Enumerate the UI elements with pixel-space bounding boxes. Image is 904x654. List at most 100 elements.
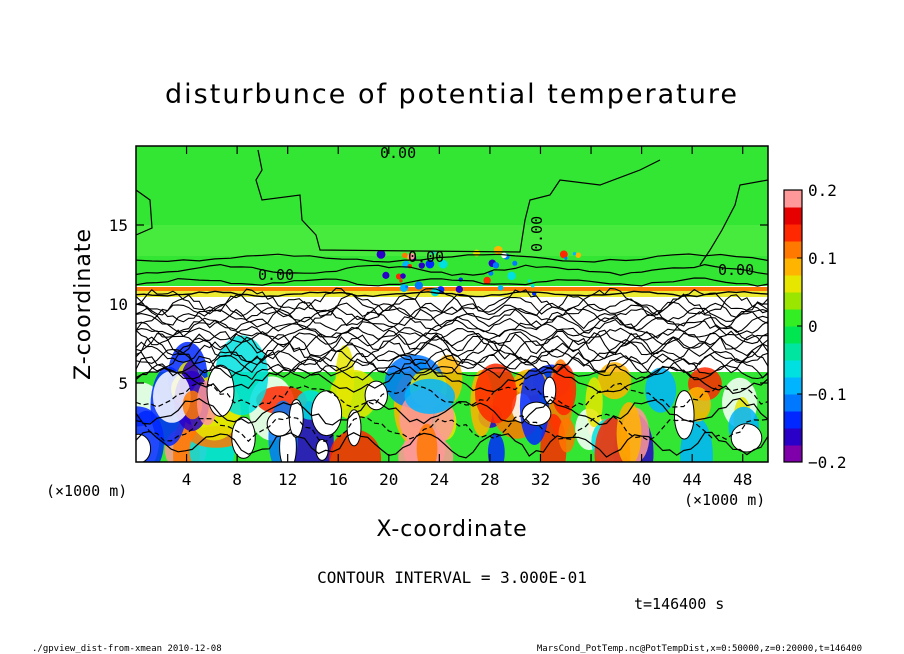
time-label: t=146400 s — [634, 595, 724, 613]
convective-cell — [558, 417, 576, 453]
turbulence-speck — [575, 252, 582, 258]
turbulence-speck — [400, 273, 406, 279]
x-tick-label: 48 — [733, 470, 752, 489]
cell-core — [730, 423, 763, 453]
turbulence-speck — [493, 245, 503, 255]
footer-left: ./gpview_dist-from-xmean 2010-12-08 — [32, 644, 222, 654]
colorbar-swatch — [784, 224, 802, 242]
contour-line — [136, 189, 153, 236]
contour-line — [699, 179, 768, 266]
colorbar-swatch — [784, 445, 802, 463]
colorbar-swatch — [784, 326, 802, 344]
convective-cell — [474, 363, 517, 424]
contour-label: 0.00 — [408, 248, 444, 266]
colorbar-swatch — [784, 275, 802, 293]
x-tick-label: 20 — [379, 470, 398, 489]
contour-line — [136, 365, 768, 395]
x-tick-label: 4 — [182, 470, 192, 489]
cell-core — [346, 409, 362, 447]
turbulence-speck — [455, 285, 463, 293]
y-axis: 5 10 15 — [109, 216, 768, 393]
tropopause-layer — [136, 256, 768, 286]
cell-core — [231, 416, 256, 459]
turbulence-speck — [399, 279, 403, 283]
contour-line — [136, 263, 768, 276]
warm-line — [136, 287, 768, 291]
turbulence-speck — [418, 262, 425, 269]
plot-field — [136, 146, 768, 462]
x-tick-label: 24 — [430, 470, 449, 489]
colorbar-swatch — [784, 241, 802, 259]
contour-line — [136, 430, 768, 459]
contour-line — [136, 332, 768, 355]
turbulence-speck — [376, 249, 386, 259]
colorbar-swatch — [784, 411, 802, 429]
convective-cell — [487, 433, 505, 462]
contour-line — [136, 397, 768, 426]
convective-cell — [329, 369, 379, 420]
colorbar-swatch — [784, 292, 802, 310]
convective-cell — [551, 363, 577, 416]
turbulence-speck — [405, 285, 409, 289]
colorbar-swatch — [784, 207, 802, 225]
chart-title: disturbunce of potential temperature — [165, 79, 739, 110]
turbulence-speck — [382, 271, 390, 279]
convective-cell — [585, 377, 603, 428]
colorbar-tick-label: −0.1 — [808, 385, 847, 404]
colorbar-swatch — [784, 309, 802, 327]
x-unit-left: (×1000 m) — [46, 482, 127, 500]
turbulence-speck — [483, 276, 491, 285]
convective-cell — [597, 362, 632, 400]
x-unit-right: (×1000 m) — [684, 491, 765, 509]
colorbar-swatch — [784, 190, 802, 208]
contour-line — [136, 381, 768, 409]
contour-line — [136, 293, 768, 317]
turbulence-speck — [530, 284, 535, 288]
cell-core — [266, 411, 292, 437]
turbulence-speck — [507, 271, 516, 281]
colorbar-swatch — [784, 258, 802, 276]
turbulence-speck — [414, 281, 423, 290]
contour-line — [136, 340, 768, 365]
colorbar: 0.2 0.1 0 −0.1 −0.2 — [783, 181, 847, 472]
turbulence-speck — [458, 277, 463, 282]
contour-line — [136, 335, 768, 360]
contour-line — [136, 350, 768, 374]
x-tick-label: 16 — [329, 470, 348, 489]
turbulence-speck — [564, 256, 568, 260]
contour-line — [136, 301, 768, 318]
footer-right: MarsCond_PotTemp.nc@PotTempDist,x=0:5000… — [537, 644, 862, 654]
turbulence-speck — [402, 252, 408, 258]
convective-cell — [152, 370, 191, 423]
cell-core — [136, 433, 152, 462]
colorbar-tick-label: −0.2 — [808, 453, 847, 472]
turbulence-speck — [527, 279, 532, 283]
colorbar-tick-label: 0.2 — [808, 181, 837, 200]
turbulence-speck — [572, 252, 577, 256]
y-tick-label: 5 — [118, 374, 128, 393]
cell-core — [315, 438, 329, 461]
colorbar-swatch — [784, 360, 802, 378]
convective-cell — [416, 423, 438, 462]
colorbar-tick-label: 0.1 — [808, 249, 837, 268]
contour-interval: CONTOUR INTERVAL = 3.000E-01 — [317, 568, 587, 587]
turbulence-speck — [497, 285, 504, 291]
x-axis: 4 8 12 16 20 24 28 32 36 40 44 48 — [182, 146, 752, 489]
turbulence-speck — [559, 250, 568, 259]
x-tick-label: 40 — [632, 470, 651, 489]
x-tick-label: 32 — [531, 470, 550, 489]
x-axis-label: X-coordinate — [376, 517, 527, 542]
contour-label: 0.00 — [258, 266, 294, 284]
colorbar-swatch — [784, 343, 802, 361]
contour-line — [136, 413, 768, 443]
contour-line — [136, 348, 768, 367]
contour-line — [136, 363, 768, 381]
y-axis-label: Z-coordinate — [71, 228, 96, 380]
colorbar-tick-label: 0 — [808, 317, 818, 336]
turbulence-speck — [512, 260, 518, 266]
turbulence-speck — [407, 252, 415, 260]
contour-label: 0.00 — [380, 144, 416, 162]
turbulence-speck — [438, 259, 448, 269]
contour-line — [136, 355, 768, 379]
